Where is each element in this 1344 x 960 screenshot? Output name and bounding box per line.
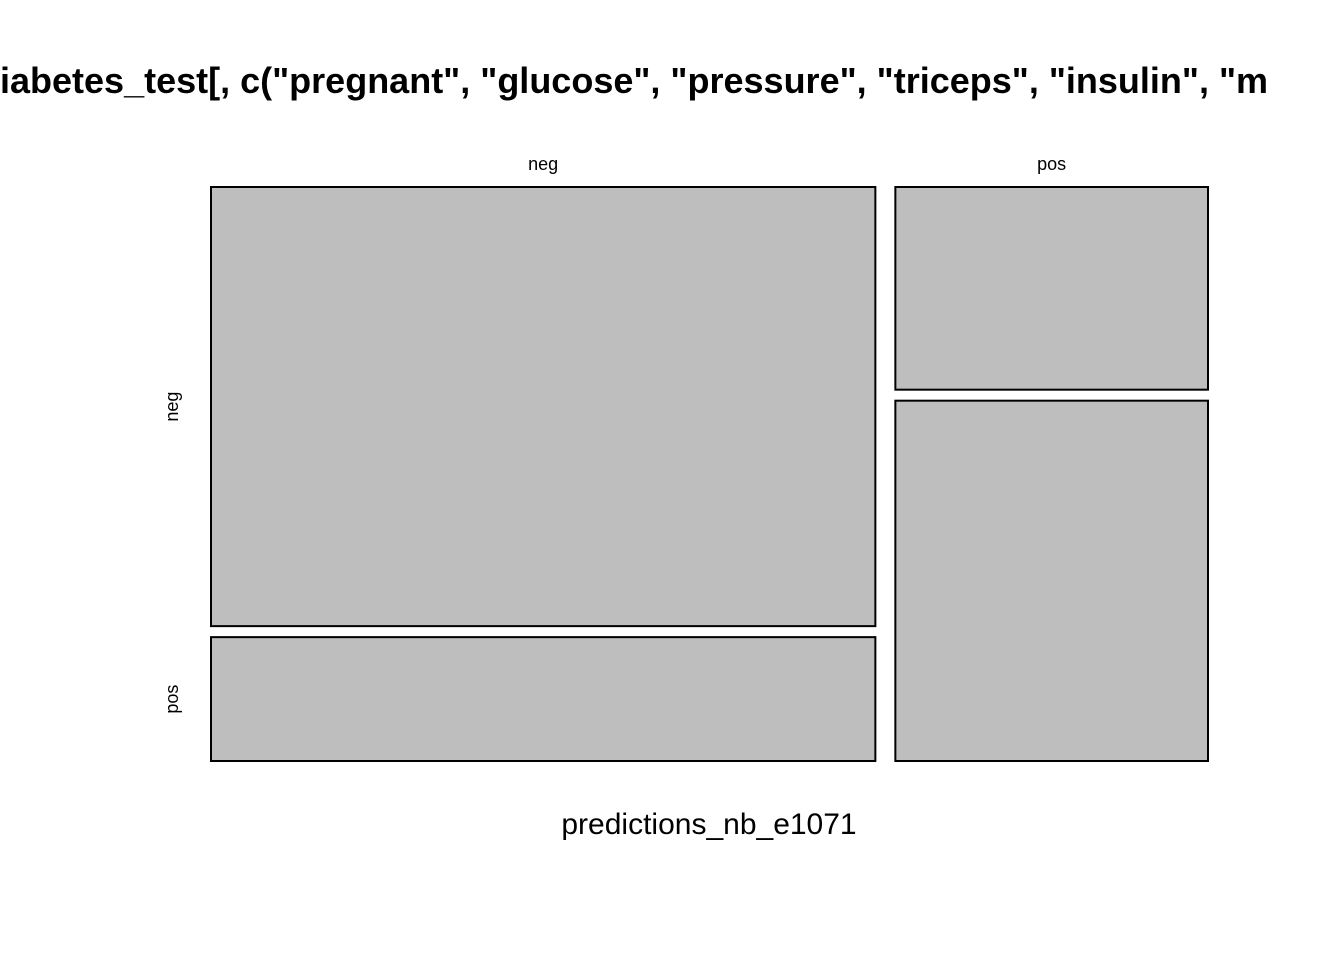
column-label-neg: neg <box>528 154 558 174</box>
column-labels: neg pos <box>528 154 1066 174</box>
tile-neg-neg <box>210 186 877 628</box>
row-labels: neg pos <box>162 392 182 714</box>
mosaic-tiles <box>210 186 1209 763</box>
row-label-neg: neg <box>162 392 182 422</box>
tile-neg-pos <box>210 636 877 763</box>
row-label-pos: pos <box>162 685 182 714</box>
tile-pos-pos <box>894 399 1209 762</box>
x-axis-label: predictions_nb_e1071 <box>561 808 856 841</box>
chart-title: iabetes_test[, c("pregnant", "glucose", … <box>0 60 1268 101</box>
tile-pos-neg <box>894 186 1209 391</box>
column-label-pos: pos <box>1037 154 1066 174</box>
